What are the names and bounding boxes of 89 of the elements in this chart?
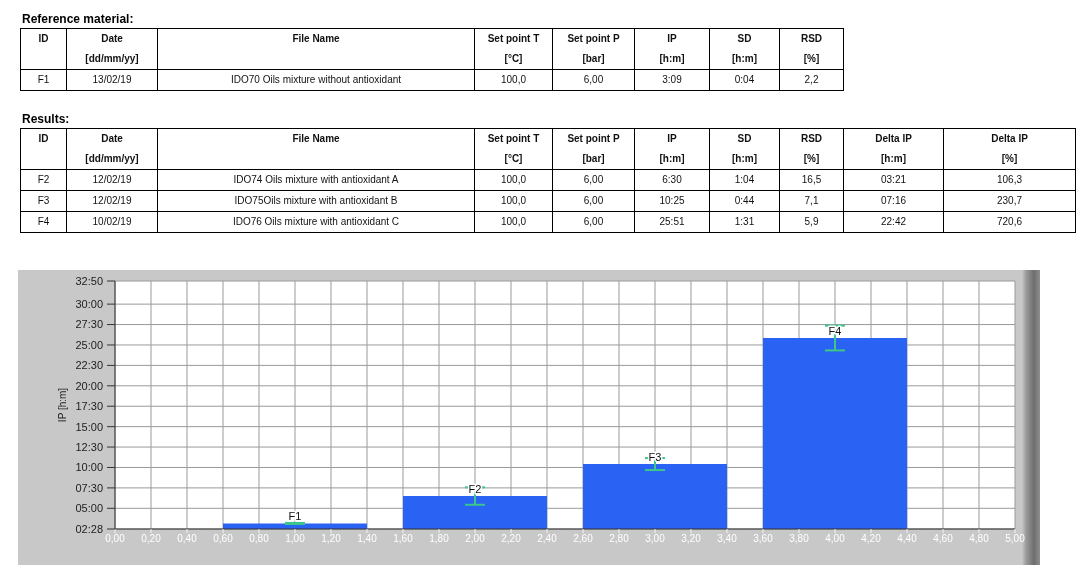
category-label: ID: [38, 133, 49, 144]
text: [%]: [1001, 153, 1018, 164]
text: 1:04: [734, 174, 755, 185]
category-label: Delta IP: [991, 133, 1028, 144]
y-tick-label: 02:28: [75, 522, 103, 535]
text: IDO76 Oils mixture with antioxidant C: [232, 216, 400, 227]
annotation: F1: [288, 510, 302, 523]
text: [%]: [803, 153, 820, 164]
text: 6,00: [583, 74, 604, 85]
text: [h:m]: [732, 153, 757, 164]
text: [h:m]: [732, 53, 757, 64]
category-label: ID: [38, 33, 49, 44]
text: Results:: [22, 112, 70, 126]
text: 0:04: [734, 74, 755, 85]
text: F2: [37, 174, 50, 185]
text: [°C]: [504, 53, 523, 64]
text: [dd/mm/yy]: [85, 153, 139, 164]
category-label: SD: [737, 33, 752, 44]
text: [h:m]: [881, 153, 906, 164]
text: 22:42: [880, 216, 907, 227]
text: [°C]: [504, 153, 523, 164]
text: 6:30: [662, 174, 682, 185]
y-tick-label: 25:00: [75, 338, 103, 351]
text: 230,7: [996, 195, 1023, 206]
category-label: Set point T: [487, 133, 540, 144]
category-label: IP: [667, 133, 677, 144]
text: 6,00: [583, 216, 604, 227]
text: 100,0: [500, 174, 527, 185]
y-tick-label: 10:00: [75, 461, 103, 474]
category-label: File Name: [292, 33, 340, 44]
text: 6,00: [583, 174, 604, 185]
text: 106,3: [996, 174, 1023, 185]
category-label: Set point T: [487, 33, 540, 44]
text: 16,5: [801, 174, 822, 185]
category-label: File Name: [292, 133, 340, 144]
text: 720,6: [996, 216, 1023, 227]
text: 07:16: [880, 195, 907, 206]
y-tick-label: 17:30: [75, 400, 103, 413]
text: IDO75Oils mixture with antioxidant B: [234, 195, 398, 206]
text: 12/02/19: [92, 195, 132, 206]
text: F4: [37, 216, 50, 227]
x-tick-label: 5,00: [1005, 533, 1026, 545]
text: 03:21: [880, 174, 907, 185]
text: 25:51: [659, 216, 685, 227]
text: [h:m]: [659, 153, 685, 164]
text: 13/02/19: [92, 74, 132, 85]
text: 0:44: [734, 195, 755, 206]
text: Reference material:: [22, 12, 134, 26]
text: 100,0: [500, 195, 527, 206]
text: [bar]: [582, 53, 605, 64]
text: [%]: [803, 53, 820, 64]
text: 6,00: [583, 195, 604, 206]
category-label: Date: [101, 33, 123, 44]
text: 1:31: [734, 216, 755, 227]
text: 3:09: [662, 74, 682, 85]
y-tick-label: 27:30: [75, 318, 103, 331]
category-label: SD: [737, 133, 752, 144]
y-tick-label: 30:00: [75, 298, 103, 311]
y-tick-label: 07:30: [75, 481, 103, 494]
category-label: RSD: [800, 133, 823, 144]
y-tick-label: 15:00: [75, 420, 103, 433]
y-axis-title: IP [h:m]: [56, 387, 68, 423]
y-tick-label: 12:30: [75, 440, 103, 453]
y-tick-label: 20:00: [75, 379, 103, 392]
y-tick-label: 05:00: [75, 502, 103, 515]
text: 12/02/19: [92, 174, 132, 185]
text: 2,2: [804, 74, 819, 85]
category-label: RSD: [800, 33, 823, 44]
text: [bar]: [582, 153, 605, 164]
category-label: IP: [667, 33, 677, 44]
text: 100,0: [500, 216, 527, 227]
y-tick-label: 32:50: [75, 274, 103, 287]
text: F3: [37, 195, 50, 206]
text: [dd/mm/yy]: [85, 53, 139, 64]
text: 5,9: [804, 216, 819, 227]
text: 10:25: [659, 195, 685, 206]
text: [h:m]: [659, 53, 685, 64]
annotation: F2: [468, 483, 482, 496]
text: 7,1: [804, 195, 819, 206]
y-tick-label: 22:30: [75, 359, 103, 372]
category-label: Set point P: [567, 33, 620, 44]
category-label: Date: [101, 133, 123, 144]
text: F1: [37, 74, 50, 85]
text: 100,0: [500, 74, 527, 85]
text: IDO70 Oils mixture without antioxidant: [230, 74, 402, 85]
text: IDO74 Oils mixture with antioxidant A: [233, 174, 399, 185]
category-label: Delta IP: [875, 133, 912, 144]
category-label: Set point P: [567, 133, 620, 144]
text: 10/02/19: [92, 216, 132, 227]
